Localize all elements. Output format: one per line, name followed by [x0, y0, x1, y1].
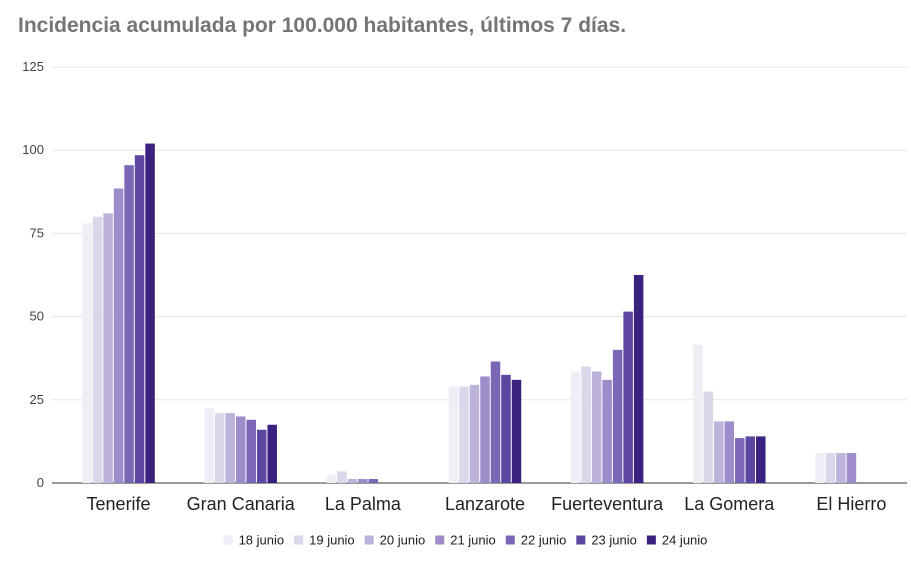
bar [214, 413, 225, 483]
legend-label: 22 junio [521, 533, 567, 548]
legend-swatch [364, 535, 374, 545]
bar [469, 384, 480, 483]
bar [459, 386, 469, 483]
legend-label: 19 junio [309, 533, 355, 548]
bar [623, 311, 633, 483]
x-category-label: La Gomera [684, 494, 775, 514]
bar [246, 419, 256, 483]
legend-item[interactable]: 19 junio [294, 533, 355, 548]
bar [337, 471, 347, 483]
bar [347, 479, 358, 483]
bar [756, 436, 766, 483]
y-tick-label: 0 [37, 475, 44, 490]
legend-item[interactable]: 18 junio [223, 533, 285, 548]
legend-item[interactable]: 24 junio [646, 533, 708, 548]
bar [846, 453, 857, 483]
bar [145, 143, 155, 483]
bar [225, 413, 235, 483]
bar [570, 371, 581, 483]
bar [134, 155, 145, 483]
bar [591, 371, 602, 483]
y-tick-label: 25 [30, 392, 44, 407]
bar [825, 453, 836, 483]
bar [113, 188, 124, 484]
legend-swatch [646, 535, 656, 545]
bar [501, 374, 511, 483]
legend-swatch [435, 535, 445, 545]
bar [82, 223, 92, 483]
bar [480, 376, 490, 483]
bar [448, 386, 459, 483]
bar [693, 344, 703, 483]
gridlines [52, 66, 907, 484]
bar [836, 453, 846, 483]
x-category-label: La Palma [325, 494, 402, 514]
y-tick-label: 125 [22, 59, 44, 74]
bar [124, 165, 134, 483]
legend-label: 21 junio [450, 533, 496, 548]
bar [326, 474, 337, 483]
bar [633, 275, 644, 483]
legend-swatch [223, 535, 233, 545]
bar [581, 366, 591, 483]
bar [490, 361, 501, 483]
chart-title: Incidencia acumulada por 100.000 habitan… [18, 14, 627, 37]
bar [204, 408, 214, 483]
bar [612, 349, 623, 483]
bar [703, 391, 714, 483]
x-category-label: El Hierro [816, 494, 886, 514]
bar [511, 379, 522, 483]
legend-item[interactable]: 20 junio [364, 533, 426, 548]
x-category-label: Lanzarote [445, 494, 525, 514]
bar [267, 424, 277, 483]
legend-label: 23 junio [591, 533, 637, 548]
bar [235, 416, 246, 483]
legend-item[interactable]: 22 junio [505, 533, 567, 548]
bar [602, 379, 612, 483]
bar [735, 438, 745, 483]
legend: 18 junio 19 junio 20 junio 21 junio 22 junio… [223, 533, 708, 548]
bar [103, 213, 113, 483]
bar [714, 421, 724, 483]
legend-swatch [294, 535, 304, 545]
bar [368, 479, 379, 483]
legend-item[interactable]: 23 junio [576, 533, 637, 548]
bar [256, 429, 267, 483]
x-category-label: Tenerife [87, 494, 151, 514]
legend-label: 18 junio [239, 533, 285, 548]
x-category-label: Gran Canaria [187, 494, 296, 514]
legend-label: 20 junio [380, 533, 426, 548]
legend-swatch [576, 535, 586, 545]
bar [92, 216, 103, 483]
bar [745, 436, 756, 483]
axes: 0 25 50 75 100 125 Tenerife Gran Canaria La Palm… [22, 59, 886, 514]
y-tick-label: 75 [30, 225, 44, 240]
bar [358, 479, 368, 483]
legend-item[interactable]: 21 junio [435, 533, 496, 548]
bars [82, 143, 857, 484]
bar [815, 453, 825, 483]
bar [724, 421, 735, 483]
legend-label: 24 junio [662, 533, 708, 548]
y-tick-label: 100 [22, 142, 44, 157]
y-tick-label: 50 [30, 309, 44, 324]
legend-swatch [505, 535, 515, 545]
x-category-label: Fuerteventura [551, 494, 664, 514]
